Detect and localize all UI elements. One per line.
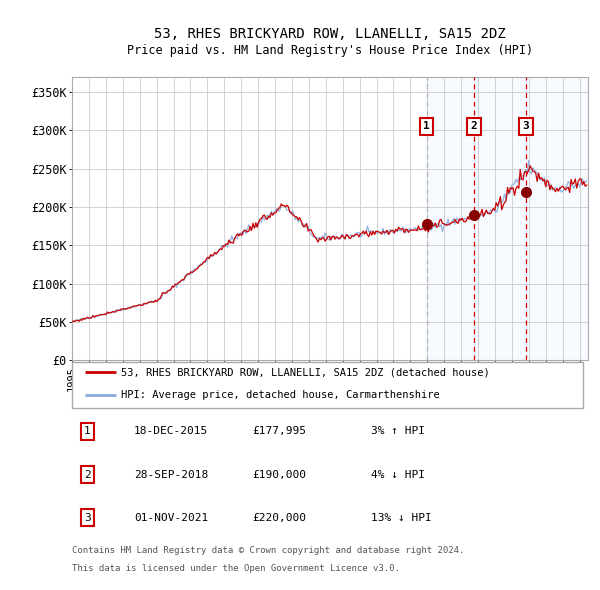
Text: Price paid vs. HM Land Registry's House Price Index (HPI): Price paid vs. HM Land Registry's House … xyxy=(127,44,533,57)
Text: 53, RHES BRICKYARD ROW, LLANELLI, SA15 2DZ (detached house): 53, RHES BRICKYARD ROW, LLANELLI, SA15 2… xyxy=(121,368,490,378)
Text: 4% ↓ HPI: 4% ↓ HPI xyxy=(371,470,425,480)
Text: 3% ↑ HPI: 3% ↑ HPI xyxy=(371,427,425,437)
Text: 13% ↓ HPI: 13% ↓ HPI xyxy=(371,513,432,523)
Text: Contains HM Land Registry data © Crown copyright and database right 2024.: Contains HM Land Registry data © Crown c… xyxy=(72,546,464,555)
Text: 01-NOV-2021: 01-NOV-2021 xyxy=(134,513,208,523)
Text: 2: 2 xyxy=(470,122,477,132)
Text: This data is licensed under the Open Government Licence v3.0.: This data is licensed under the Open Gov… xyxy=(72,563,400,573)
Text: £220,000: £220,000 xyxy=(253,513,307,523)
Text: 2: 2 xyxy=(84,470,91,480)
Text: HPI: Average price, detached house, Carmarthenshire: HPI: Average price, detached house, Carm… xyxy=(121,391,440,401)
Text: 3: 3 xyxy=(84,513,91,523)
Text: 1: 1 xyxy=(84,427,91,437)
Text: 18-DEC-2015: 18-DEC-2015 xyxy=(134,427,208,437)
Text: 3: 3 xyxy=(523,122,529,132)
Text: £177,995: £177,995 xyxy=(253,427,307,437)
Text: £190,000: £190,000 xyxy=(253,470,307,480)
Text: 1: 1 xyxy=(423,122,430,132)
Text: 28-SEP-2018: 28-SEP-2018 xyxy=(134,470,208,480)
Text: 53, RHES BRICKYARD ROW, LLANELLI, SA15 2DZ: 53, RHES BRICKYARD ROW, LLANELLI, SA15 2… xyxy=(154,27,506,41)
Bar xyxy=(427,77,588,360)
FancyBboxPatch shape xyxy=(72,362,583,408)
